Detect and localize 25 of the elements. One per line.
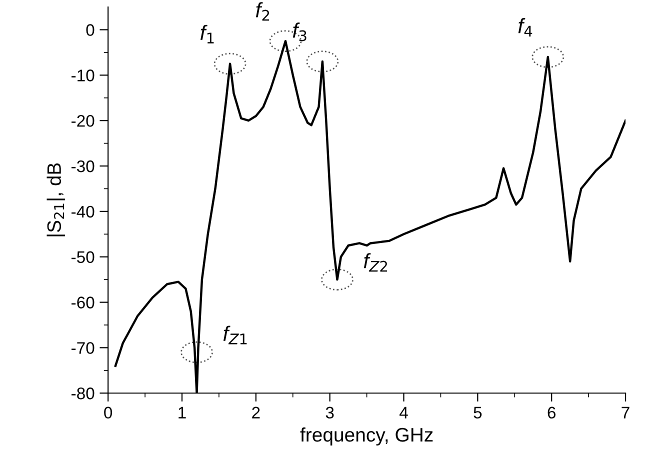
x-tick-label: 2 bbox=[252, 406, 260, 418]
y-tick-label: -20 bbox=[72, 114, 94, 127]
y-tick-label: -10 bbox=[72, 70, 94, 82]
annotation: f$_{1}$ bbox=[200, 24, 214, 44]
x-tick-label: 6 bbox=[548, 406, 556, 419]
annotation: f$_{3}$ bbox=[292, 22, 306, 42]
y-tick-label: -30 bbox=[72, 160, 94, 172]
x-tick-label: 7 bbox=[622, 406, 630, 418]
y-axis-title: |S$_{21}$|, dB bbox=[46, 163, 65, 236]
annotation: f$_{2}$ bbox=[256, 2, 270, 21]
y-tick-label: -40 bbox=[72, 206, 94, 218]
y-tick-label: -50 bbox=[72, 251, 94, 264]
y-tick-label: -80 bbox=[72, 388, 94, 400]
annotation: f$_{Z2}$ bbox=[364, 253, 387, 272]
x-axis-title: frequency, GHz bbox=[300, 427, 433, 446]
y-tick-label: -70 bbox=[72, 342, 94, 354]
y-tick-label: -60 bbox=[72, 296, 94, 308]
x-tick-label: 5 bbox=[474, 406, 482, 419]
x-tick-label: 4 bbox=[400, 406, 408, 418]
y-tick-label: 0 bbox=[86, 24, 94, 36]
x-tick-label: 3 bbox=[326, 406, 334, 419]
x-tick-label: 1 bbox=[178, 406, 186, 418]
annotation: f$_{Z1}$ bbox=[223, 326, 247, 344]
x-tick-label: 0 bbox=[104, 406, 112, 419]
annotation: f$_{4}$ bbox=[518, 18, 532, 37]
